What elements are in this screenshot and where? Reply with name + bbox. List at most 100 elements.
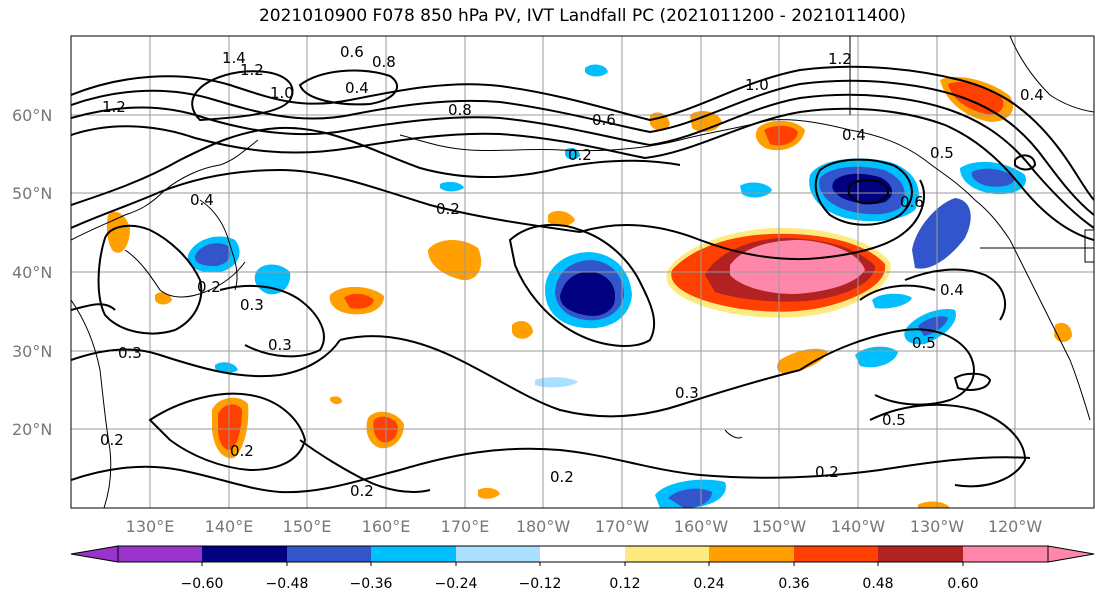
- contour-label: 0.2: [100, 431, 124, 449]
- lat-label: 50°N: [12, 184, 52, 203]
- colorbar-segment: [794, 546, 878, 562]
- colorbar-segment: [625, 546, 709, 562]
- contour-label: 0.5: [912, 334, 936, 352]
- lat-label: 40°N: [12, 263, 52, 282]
- lon-label: 170°E: [441, 517, 490, 536]
- negative-anomaly-small: [535, 377, 578, 388]
- contour-label: 0.4: [345, 79, 369, 97]
- lon-label: 140°W: [831, 517, 886, 536]
- lon-label: 130°W: [910, 517, 965, 536]
- colorbar-tick-label: 0.36: [778, 576, 809, 592]
- contour-label: 0.2: [436, 200, 460, 218]
- pv-contours: [71, 65, 1094, 494]
- contour-label: 0.8: [448, 101, 472, 119]
- pv-shading-layer: [106, 64, 1072, 508]
- contour-label: 0.3: [118, 344, 142, 362]
- lon-label: 160°E: [362, 517, 411, 536]
- contour-label: 0.2: [550, 468, 574, 486]
- colorbar-labels: −0.60 −0.48 −0.36 −0.24 −0.12 0.12 0.24 …: [181, 576, 979, 592]
- negative-anomaly-small-4: [215, 362, 238, 374]
- contour-label: 1.0: [270, 84, 294, 102]
- lon-label: 170°W: [595, 517, 650, 536]
- negative-anomaly-small-2: [440, 181, 464, 192]
- positive-anomaly-small-7: [330, 396, 342, 405]
- contour-label: 0.3: [268, 336, 292, 354]
- contour-label: 0.2: [197, 278, 221, 296]
- lon-label: 150°W: [752, 517, 807, 536]
- contour-label: 0.2: [350, 482, 374, 500]
- colorbar: [70, 545, 1095, 566]
- contour-label: 0.2: [568, 146, 592, 164]
- contour-label: 0.5: [882, 411, 906, 429]
- colorbar-tick-label: −0.24: [435, 576, 478, 592]
- colorbar-segment: [963, 546, 1048, 562]
- positive-anomaly-midpac: [428, 239, 482, 281]
- longitude-labels: 130°E 140°E 150°E 160°E 170°E 180°W 170°…: [126, 517, 1043, 536]
- latitude-labels: 60°N 50°N 40°N 30°N 20°N: [12, 106, 52, 439]
- contour-label: 1.2: [240, 61, 264, 79]
- lat-label: 30°N: [12, 342, 52, 361]
- colorbar-segment: [287, 546, 371, 562]
- contour-label: 0.2: [230, 442, 254, 460]
- contour-label: 0.4: [190, 191, 214, 209]
- colorbar-max-extend: [1047, 545, 1095, 563]
- contour-label: 0.3: [675, 384, 699, 402]
- gridlines: [71, 36, 1094, 508]
- negative-anomaly-west-2: [194, 243, 231, 266]
- colorbar-segment: [709, 546, 794, 562]
- colorbar-segment: [456, 546, 540, 562]
- lon-label: 120°W: [988, 517, 1043, 536]
- lon-label: 140°E: [205, 517, 254, 536]
- colorbar-segment: [878, 546, 963, 562]
- positive-anomaly-sw: [548, 210, 575, 227]
- contour-label: 0.5: [930, 144, 954, 162]
- negative-anomaly-pacnw-2: [971, 168, 1015, 187]
- contour-label-layer: 1.4 1.2 1.0 0.6 0.8 0.4 1.2 0.8 0.6 1.2 …: [100, 43, 1044, 500]
- map-frame: [70, 35, 1095, 509]
- map-title: 2021010900 F078 850 hPa PV, IVT Landfall…: [258, 6, 906, 26]
- contour-label: 1.0: [745, 76, 769, 94]
- colorbar-segment: [371, 546, 456, 562]
- colorbar-min-extend: [70, 545, 119, 563]
- contour-label: 0.8: [372, 53, 396, 71]
- colorbar-tick-label: 0.60: [947, 576, 978, 592]
- positive-anomaly-japan: [106, 211, 130, 253]
- negative-anomaly-34n: [872, 293, 912, 309]
- contour-label: 0.3: [240, 296, 264, 314]
- positive-anomaly-se: [777, 348, 828, 374]
- lat-label: 60°N: [12, 106, 52, 125]
- colorbar-tick-label: 0.24: [693, 576, 724, 592]
- colorbar-tick-label: −0.36: [350, 576, 393, 592]
- negative-anomaly-bering-2: [585, 64, 608, 77]
- negative-anomaly-25n: [855, 346, 898, 368]
- colorbar-segment: [202, 546, 287, 562]
- contour-label: 0.4: [940, 281, 964, 299]
- contour-label: 0.4: [842, 126, 866, 144]
- contour-label: 1.2: [828, 50, 852, 68]
- contour-label: 0.6: [340, 43, 364, 61]
- positive-anomaly-pink: [730, 240, 865, 294]
- negative-anomaly-bering: [740, 182, 772, 198]
- lat-label: 20°N: [12, 420, 52, 439]
- colorbar-outline: [117, 545, 1049, 563]
- negative-anomaly-east-30n-2: [918, 316, 948, 336]
- lon-label: 150°E: [283, 517, 332, 536]
- colorbar-tick-label: −0.12: [519, 576, 562, 592]
- colorbar-tick-label: 0.48: [862, 576, 893, 592]
- positive-anomaly-small-6: [918, 501, 950, 508]
- positive-anomaly-gulf-2: [764, 125, 798, 146]
- contour-label: 0.6: [592, 111, 616, 129]
- contour-label: 1.2: [102, 98, 126, 116]
- contour-label: 0.2: [815, 463, 839, 481]
- positive-anomaly-japan-2: [155, 292, 172, 305]
- negative-anomaly-central-3: [560, 271, 616, 316]
- contour-label: 0.4: [1020, 86, 1044, 104]
- colorbar-segment: [540, 546, 625, 562]
- positive-anomaly-sw-2: [512, 320, 533, 339]
- contour-label: 1.4: [222, 49, 246, 67]
- positive-anomaly-small-5: [478, 487, 500, 499]
- lon-label: 180°W: [516, 517, 571, 536]
- colorbar-tick-label: −0.48: [266, 576, 309, 592]
- contour-label: 0.6: [900, 193, 924, 211]
- positive-anomaly-20n-west-2: [218, 404, 242, 450]
